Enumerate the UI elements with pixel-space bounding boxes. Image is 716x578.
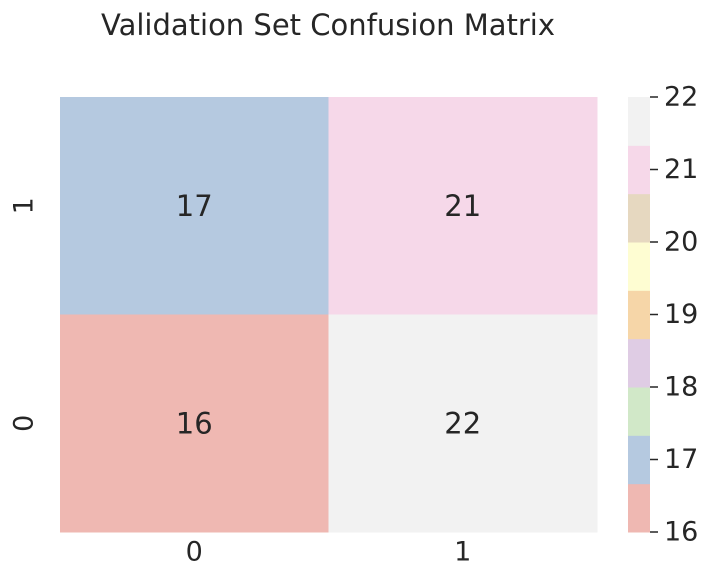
colorbar-tick-label: 21 — [664, 154, 698, 185]
x-tick-label: 1 — [454, 537, 471, 568]
heatmap-cells — [60, 97, 598, 533]
cell-value-label-r1-c0: 16 — [176, 406, 213, 440]
colorbar-tick-label: 17 — [664, 444, 698, 475]
y-tick-label: 0 — [9, 415, 40, 432]
colorbar-band — [628, 193, 650, 243]
colorbar-tick-label: 22 — [664, 82, 698, 113]
colorbar-tick-label: 20 — [664, 227, 698, 258]
heatmap-cell-r0-c1 — [328, 97, 598, 315]
cell-value-label-r0-c1: 21 — [444, 189, 481, 223]
colorbar-band — [628, 338, 650, 388]
colorbar-band — [628, 97, 650, 146]
x-tick-label: 0 — [186, 537, 203, 568]
colorbar-band — [628, 483, 650, 533]
colorbar-tick-label: 18 — [664, 372, 698, 403]
colorbar-tick-labels: 16 17 18 19 20 21 22 — [650, 82, 698, 548]
colorbar-band — [628, 435, 650, 485]
cell-annotations: 17 21 16 22 — [176, 189, 481, 441]
colorbar-band — [628, 242, 650, 291]
colorbar — [628, 97, 650, 533]
colorbar-band — [628, 290, 650, 340]
colorbar-band — [628, 145, 650, 195]
heatmap-cell-r1-c0 — [60, 314, 329, 533]
colorbar-band — [628, 387, 650, 436]
heatmap-cell-r0-c0 — [60, 97, 329, 315]
colorbar-tick-label: 16 — [664, 517, 698, 548]
cell-value-label-r1-c1: 22 — [444, 406, 481, 440]
cell-value-label-r0-c0: 17 — [176, 189, 213, 223]
heatmap-cell-r1-c1 — [328, 314, 598, 533]
y-tick-label: 1 — [9, 197, 40, 214]
y-tick-labels: 10 — [9, 197, 40, 432]
colorbar-tick-label: 19 — [664, 299, 698, 330]
chart-title: Validation Set Confusion Matrix — [100, 8, 556, 42]
